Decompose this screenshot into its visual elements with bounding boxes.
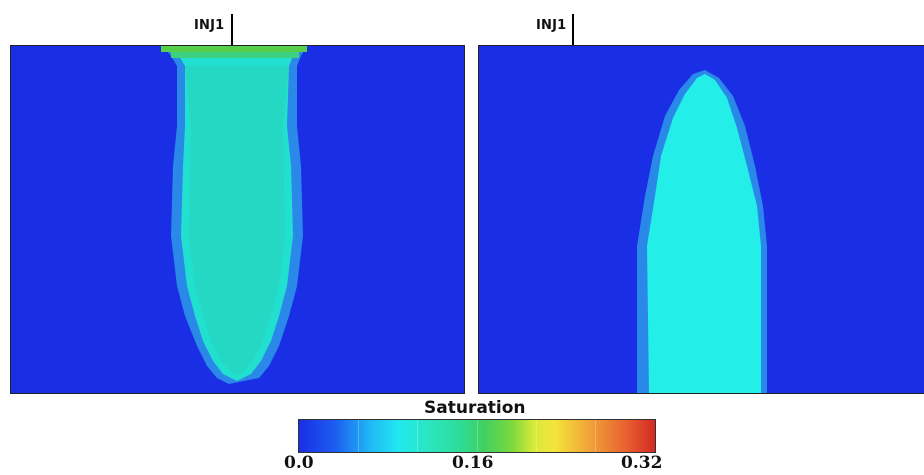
well-label-right: INJ1 — [536, 18, 567, 33]
plume-edge-left — [185, 66, 289, 376]
colorbar-divider — [536, 420, 537, 452]
colorbar-tick-min: 0.0 — [284, 453, 314, 473]
injection-gradient-left — [171, 52, 299, 58]
saturation-map-right — [479, 46, 924, 393]
saturation-colorbar — [298, 419, 656, 453]
saturation-map-left — [11, 46, 464, 393]
colorbar-tick-max: 0.32 — [621, 453, 663, 473]
saturation-plume-right — [647, 74, 761, 393]
well-label-left: INJ1 — [194, 18, 225, 33]
saturation-panel-right — [478, 45, 924, 394]
colorbar-tick-mid: 0.16 — [452, 453, 494, 473]
colorbar-divider — [417, 420, 418, 452]
injection-zone-left — [161, 46, 307, 52]
well-marker-right — [572, 14, 574, 46]
colorbar-title: Saturation — [424, 398, 526, 418]
saturation-panel-left — [10, 45, 465, 394]
colorbar-divider — [477, 420, 478, 452]
colorbar-divider — [595, 420, 596, 452]
colorbar-divider — [358, 420, 359, 452]
well-marker-left — [231, 14, 233, 46]
